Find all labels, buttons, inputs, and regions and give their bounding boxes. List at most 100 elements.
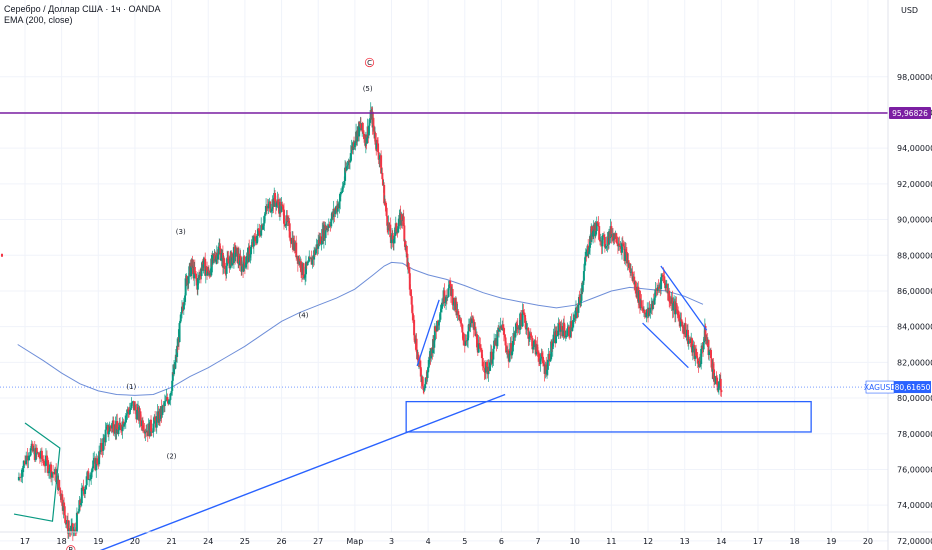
candle-body [696,357,699,364]
candle-body [105,426,108,430]
candle-body [472,319,475,330]
candle-body [55,468,58,483]
candle-body [111,423,114,429]
candle-body [33,448,36,461]
candle-body [381,179,384,186]
candle-body [536,344,539,352]
candle-body [210,258,213,276]
candle-body [404,241,407,251]
candle-body [556,335,559,337]
candle-body [532,347,535,350]
x-tick-label: 18 [790,537,800,546]
candle-body [89,479,92,480]
candle-body [95,458,98,471]
candle-body [482,366,485,368]
candle-body [91,468,94,473]
candle-body [716,384,719,391]
x-tick-label: 11 [606,537,616,546]
x-tick-label: 7 [536,537,541,546]
candle-body [34,447,37,461]
candle-body [680,319,683,322]
candle-body [343,181,346,186]
candle-body [109,425,112,428]
candle-body [478,343,481,345]
candle-body [498,327,501,332]
candle-body [288,223,291,238]
candle-body [524,315,527,323]
candle-body [217,254,220,260]
candle-body [397,226,400,233]
candle-body [170,390,173,393]
candle-body [491,359,494,364]
candle-body [134,404,137,411]
candle-body [417,363,420,365]
candle-body [326,227,329,231]
candle-body [193,266,196,274]
candle-body [451,288,454,305]
candle-body [107,425,110,435]
candle-body [717,388,720,391]
candle-body [254,236,257,242]
candle-body [72,532,75,534]
candle-body [625,249,628,252]
candle-body [280,204,283,212]
candle-body [385,205,388,208]
candle-body [666,284,669,294]
candle-body [231,257,234,266]
candle-body [244,264,247,268]
candle-body [248,247,251,258]
candle-body [311,256,314,265]
candle-body [29,448,32,456]
candle-body [202,258,205,265]
candle-body [386,216,389,226]
candle-body [119,422,122,426]
candle-body [282,209,285,224]
candle-body [161,406,164,415]
candle-body [467,323,470,332]
candle-body [257,228,260,231]
x-tick-label: 3 [389,537,394,546]
candle-body [123,422,126,424]
candle-body [707,339,710,356]
candle-body [381,172,384,180]
candle-body [424,384,427,389]
candle-body [433,326,436,341]
y-tick-label: 84,00000 [897,323,932,332]
ascending-trendline [99,393,506,550]
candle-body [113,432,116,434]
candle-body [681,321,684,327]
candle-body [691,346,694,353]
candle-body [410,296,413,305]
candle-body [117,429,120,435]
candle-body [20,476,23,478]
candle-body [672,303,675,311]
y-tick-label: 90,00000 [897,216,932,225]
candle-body [560,326,563,330]
y-tick-label: 88,00000 [897,251,932,260]
candle-body [380,155,383,174]
candle-body [128,409,131,415]
candle-body [461,324,464,333]
ema-layer [17,261,704,396]
wave-marker-label: B [68,546,73,550]
drawings [0,112,888,550]
candle-body [259,235,262,237]
candle-body [155,416,158,428]
candle-body [218,245,221,249]
candle-body [180,306,183,312]
candle-body [204,269,207,276]
candle-body [237,253,240,263]
candle-body [35,447,38,453]
x-tick-label: Мар [346,537,363,546]
channel-line [642,322,689,369]
candle-body [64,515,67,524]
candle-body [396,232,399,233]
candle-body [643,309,646,315]
candle-body [282,206,285,210]
candle-body [588,247,591,252]
candle-body [620,243,623,253]
candle-body [181,306,184,309]
candle-body [229,256,232,269]
